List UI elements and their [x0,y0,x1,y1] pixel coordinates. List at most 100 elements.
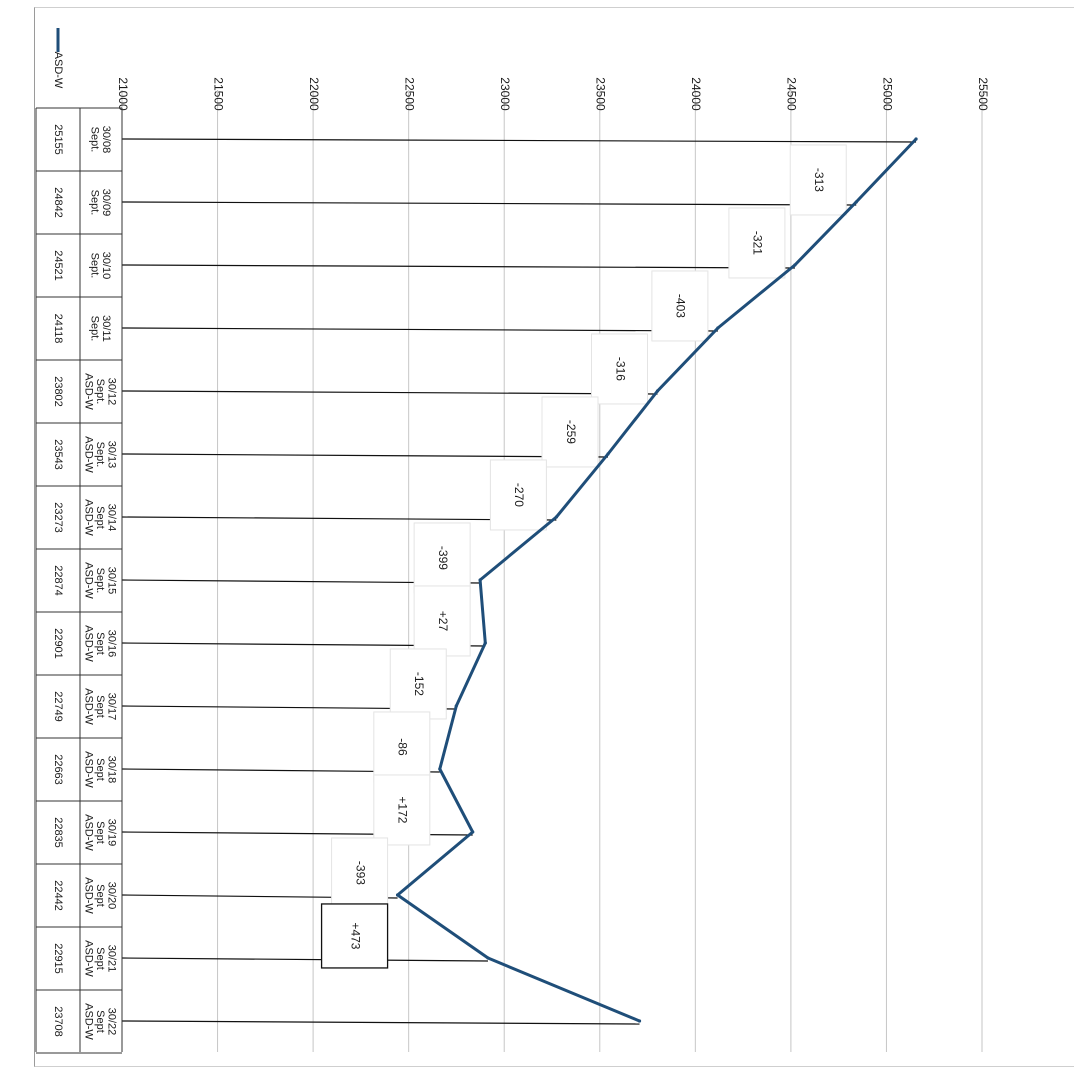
category-line [121,957,488,962]
y-tick-label: 22500 [402,77,416,111]
category-label: ASD-W Sept 30/17 [83,688,118,725]
table-value-cell: 23802 [52,376,64,407]
table-value-cell: 22874 [52,565,64,596]
category-label-line: 30/13 [106,441,118,469]
category-label: ASD-W Sept 30/16 [83,625,118,662]
annotation-box [373,711,431,783]
annotation-box [320,903,389,969]
difference-label: -86 [396,738,410,756]
table-value-cell: 22901 [52,628,64,659]
category-label: ASD-W Sept 30/14 [83,499,118,536]
category-label-line: ASD-W [83,436,95,473]
category-line [121,516,557,521]
table-value-cell: 22442 [52,880,64,911]
category-label-line: Sept [94,695,106,718]
annotation-box [413,585,471,657]
difference-label: -270 [512,483,526,507]
category-label-line: Sept. [88,316,100,342]
category-label-line: ASD-W [83,373,95,410]
data-point [854,200,858,204]
category-label-line: Sept [94,632,106,655]
category-line [121,1020,640,1025]
data-point [486,956,490,960]
category-line [121,264,795,269]
category-label-line: ASD-W [83,877,95,914]
y-tick-label: 21500 [211,77,225,111]
data-point [438,767,442,771]
series-layer [395,137,918,1023]
y-tick-label: 21000 [116,77,130,111]
category-line [121,201,857,206]
category-label-line: Sept [94,506,106,529]
data-point [655,389,660,393]
data-point [471,830,475,834]
y-tick-label: 24500 [785,77,799,111]
category-line [121,453,608,458]
category-label: Sept. 30/09 [88,189,112,217]
difference-annotations: -313 -321 -403 -316 -259 -270 -399 +27 -152 -86 +1… [320,144,847,969]
category-label-line: Sept. [94,568,106,594]
data-point [483,641,487,645]
difference-label: -403 [674,294,688,318]
category-label: ASD-W Sept 30/18 [83,751,118,788]
table-value-cell: 23708 [52,1006,64,1037]
table-value-cell: 22749 [52,691,64,722]
y-tick-label: 22000 [307,77,321,111]
y-tick-label: 23500 [594,77,608,111]
category-label-line: ASD-W [83,688,95,725]
table-value-cell: 22835 [52,817,64,848]
difference-label: +27 [436,611,450,632]
chart-frame [34,7,1074,1067]
table-value-cell: 23273 [52,502,64,533]
category-label-line: 30/16 [106,630,118,658]
category-label-line: Sept. [88,190,100,216]
data-point [637,1019,642,1023]
category-label-line: ASD-W [83,1003,95,1040]
annotation-box [489,459,547,531]
data-point [606,452,610,456]
category-label: Sept. 30/10 [88,252,112,280]
category-line [121,138,917,143]
data-point [914,137,918,141]
category-label: Sept. 30/08 [88,126,112,154]
category-label-line: ASD-W [83,499,95,536]
category-label-line: Sept [94,1010,106,1033]
category-label: ASD-W Sept. 30/13 [83,436,118,473]
annotation-box [590,333,648,405]
difference-label: -313 [812,168,826,192]
annotation-box [789,144,847,216]
difference-label: -393 [353,861,367,885]
annotation-box [413,522,471,594]
category-label-line: 30/17 [106,693,118,721]
table-value-cell: 22915 [52,943,64,974]
category-label-line: 30/21 [106,945,118,973]
category-label-line: 30/12 [106,378,118,406]
y-tick-label: 23000 [498,77,512,111]
annotation-box [651,270,709,342]
table-value-cell: 23543 [52,439,64,470]
category-label-line: 30/08 [100,126,112,154]
annotation-box [541,396,599,468]
table-value-cell: 24842 [52,187,64,218]
y-tick-label: 25000 [880,77,894,111]
data-point [395,893,400,897]
category-label: ASD-W Sept 30/22 [83,1003,118,1040]
category-label: ASD-W Sept 30/19 [83,814,118,851]
category-label-line: Sept [94,884,106,907]
category-label-line: 30/11 [100,315,112,342]
category-label: ASD-W Sept 30/21 [83,940,118,977]
category-label-line: Sept [94,758,106,781]
annotation-box [728,207,786,279]
category-label-line: 30/14 [106,504,118,532]
table-value-cell: 25155 [52,124,64,155]
data-point [478,578,482,582]
difference-label: -316 [613,357,627,381]
y-tick-label: 24000 [689,77,703,111]
category-label: Sept. 30/11 [88,315,112,342]
category-label-line: Sept. [88,253,100,279]
category-label-line: 30/22 [106,1008,118,1036]
category-label-line: 30/19 [106,819,118,847]
category-label-line: ASD-W [83,940,95,977]
category-label-line: Sept [94,821,106,844]
